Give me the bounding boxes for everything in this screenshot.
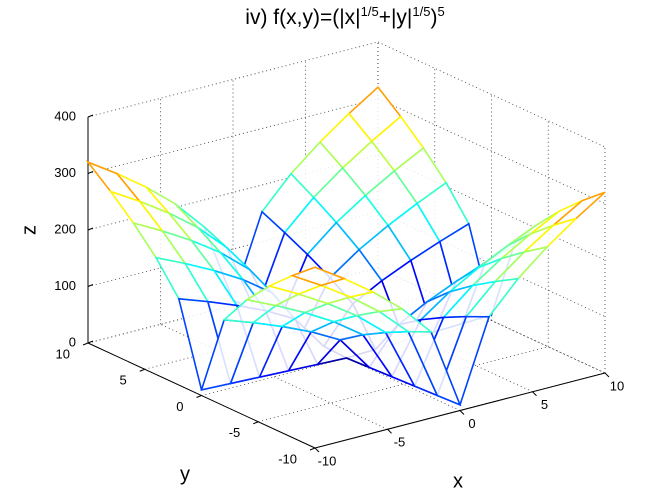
z-axis-label: z — [18, 225, 40, 235]
z-tick-label: 100 — [54, 278, 76, 293]
title-part: 1/5 — [412, 4, 430, 19]
x-tick-label: -5 — [394, 435, 406, 450]
z-tick-label: 200 — [54, 221, 76, 236]
tick-mark — [309, 447, 316, 451]
x-tick-label: 0 — [468, 416, 475, 431]
tick-mark — [253, 421, 259, 425]
z-tick-label: 0 — [69, 334, 76, 349]
tick-mark — [82, 342, 89, 346]
y-tick-label: 0 — [176, 399, 183, 414]
tick-mark — [87, 284, 94, 287]
title-part: ) — [430, 6, 437, 29]
y-tick-label: 5 — [120, 373, 127, 388]
tick-mark — [387, 428, 392, 434]
title-part: 5 — [437, 4, 444, 19]
grid-line — [377, 154, 606, 261]
z-tick-label: 300 — [54, 165, 76, 180]
y-tick-label: -5 — [229, 425, 241, 440]
grid-line — [377, 267, 606, 374]
z-tick-label: 400 — [54, 108, 76, 123]
grid-line — [377, 211, 606, 317]
grid-line — [377, 98, 606, 204]
tick-mark — [532, 391, 537, 397]
title-part: iv) f(x,y)=(|x| — [245, 6, 360, 29]
x-axis-label: x — [453, 470, 463, 492]
x-tick-label: -10 — [318, 453, 337, 468]
tick-mark — [139, 368, 145, 372]
title-part: +|y| — [379, 6, 413, 29]
tick-mark — [314, 447, 320, 453]
tick-mark — [604, 372, 610, 378]
tick-mark — [87, 171, 94, 174]
mesh-cell — [552, 191, 606, 227]
tick-mark — [459, 410, 465, 415]
tick-mark — [87, 114, 94, 118]
tick-mark — [87, 340, 94, 344]
tick-mark — [196, 395, 202, 398]
title-part: 1/5 — [361, 4, 379, 19]
grid-line — [377, 41, 606, 148]
y-tick-label: -10 — [278, 451, 297, 466]
x-tick-label: 5 — [541, 397, 548, 412]
x-tick-label: 10 — [610, 378, 624, 393]
chart-title: iv) f(x,y)=(|x|1/5+|y|1/5)5 — [245, 4, 444, 29]
mesh-cell — [289, 266, 347, 287]
y-axis-label: y — [180, 463, 190, 485]
y-tick-label: 10 — [56, 346, 70, 361]
tick-mark — [87, 227, 94, 231]
